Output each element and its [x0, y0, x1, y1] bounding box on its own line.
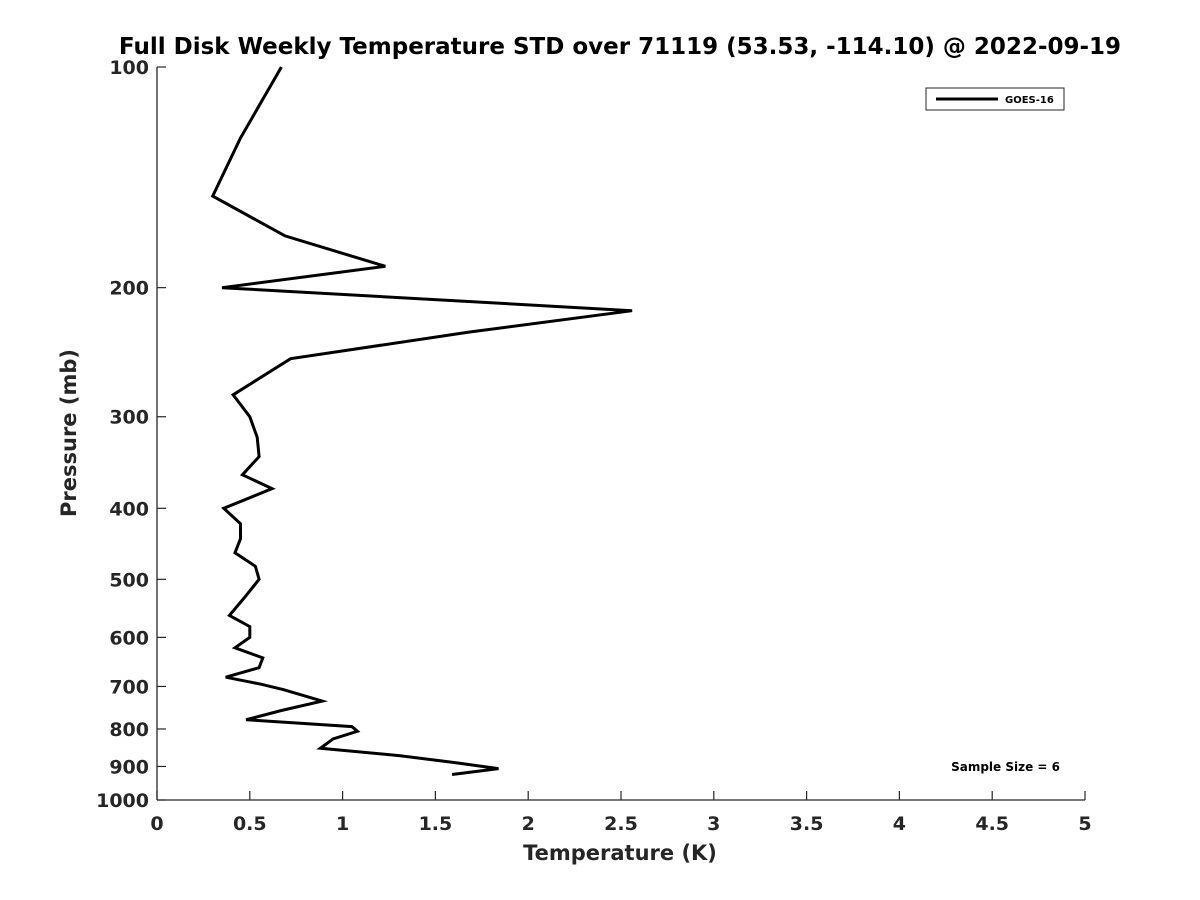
x-tick-label: 5 [1078, 813, 1091, 835]
x-tick-label: 1.5 [419, 813, 453, 835]
sample-size-annotation: Sample Size = 6 [951, 760, 1060, 774]
y-tick-label: 400 [109, 498, 149, 520]
y-axis-ticks: 100 200 300 400 500 600 700 800 900 1000 [96, 57, 166, 812]
x-tick-label: 0.5 [233, 813, 267, 835]
x-tick-label: 4.5 [975, 813, 1009, 835]
x-tick-label: 3 [707, 813, 720, 835]
y-tick-label: 500 [109, 569, 149, 591]
x-tick-label: 0 [150, 813, 163, 835]
legend: GOES-16 [925, 87, 1065, 111]
y-tick-label: 700 [109, 676, 149, 698]
y-tick-label: 100 [109, 57, 149, 79]
y-tick-label: 800 [109, 719, 149, 741]
plot-area [157, 67, 1085, 800]
x-tick-label: 2 [522, 813, 535, 835]
series-line-goes-16 [210, 66, 633, 776]
x-tick-label: 2.5 [604, 813, 638, 835]
x-axis-ticks: 0 0.5 1 1.5 2 2.5 3 3.5 4 4.5 5 [150, 791, 1092, 835]
chart-title: Full Disk Weekly Temperature STD over 71… [119, 34, 1121, 60]
y-tick-label: 900 [109, 756, 149, 778]
x-tick-label: 4 [893, 813, 906, 835]
series-layer [210, 66, 633, 776]
y-tick-label: 300 [109, 407, 149, 429]
x-tick-label: 1 [336, 813, 349, 835]
x-tick-label: 3.5 [790, 813, 824, 835]
y-tick-label: 1000 [96, 790, 149, 812]
legend-entry-goes-16: GOES-16 [1005, 95, 1054, 106]
y-tick-label: 200 [109, 278, 149, 300]
y-tick-label: 600 [109, 627, 149, 649]
y-axis-label: Pressure (mb) [57, 349, 81, 517]
x-axis-label: Temperature (K) [523, 841, 717, 865]
